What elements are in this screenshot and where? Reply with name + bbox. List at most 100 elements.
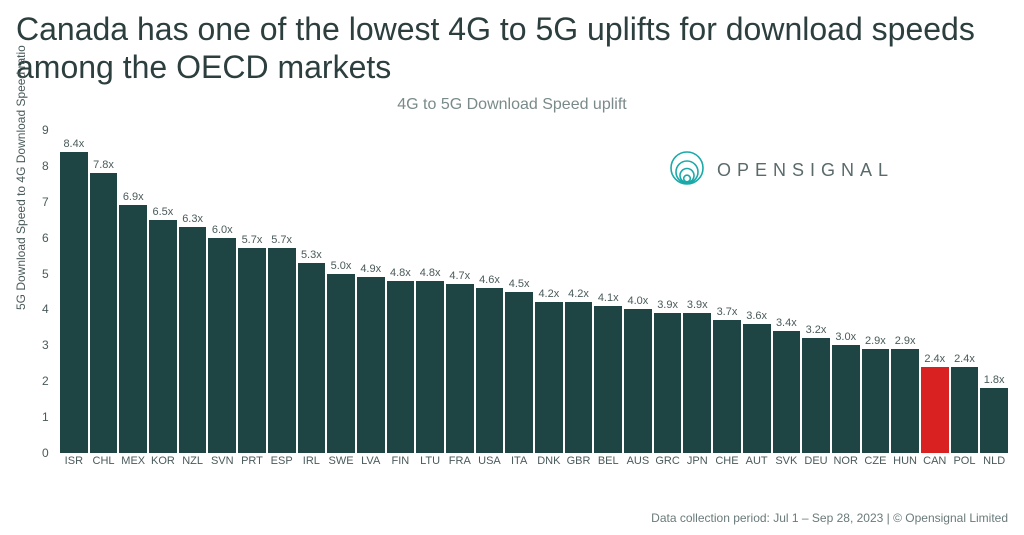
bar-usa: 4.6x	[476, 130, 504, 453]
x-tick-label: KOR	[149, 455, 177, 475]
bar	[268, 248, 296, 453]
bar-value-label: 3.9x	[687, 299, 708, 311]
x-tick-label: NLD	[980, 455, 1008, 475]
bar	[951, 367, 979, 453]
bar-value-label: 8.4x	[63, 138, 84, 150]
bar-svn: 6.0x	[208, 130, 236, 453]
x-tick-label: USA	[476, 455, 504, 475]
bar	[683, 313, 711, 453]
bar	[476, 288, 504, 453]
bar	[832, 345, 860, 453]
x-tick-label: DEU	[802, 455, 830, 475]
bar-value-label: 1.8x	[984, 374, 1005, 386]
bar	[891, 349, 919, 453]
bar-value-label: 6.5x	[153, 206, 174, 218]
bar-value-label: 3.0x	[835, 331, 856, 343]
x-tick-label: DNK	[535, 455, 563, 475]
y-tick: 6	[42, 231, 49, 245]
bar	[119, 205, 147, 453]
bar-value-label: 6.3x	[182, 213, 203, 225]
y-axis-label: 5G Download Speed to 4G Download Speed r…	[14, 45, 28, 310]
x-tick-label: NZL	[179, 455, 207, 475]
x-tick-label: FRA	[446, 455, 474, 475]
x-tick-label: CHL	[90, 455, 118, 475]
bar	[921, 367, 949, 453]
bar	[802, 338, 830, 453]
bar-value-label: 4.0x	[628, 295, 649, 307]
y-tick: 5	[42, 267, 49, 281]
bar-value-label: 3.9x	[657, 299, 678, 311]
bar	[357, 277, 385, 453]
bar-hun: 2.9x	[891, 130, 919, 453]
bar-kor: 6.5x	[149, 130, 177, 453]
bar-deu: 3.2x	[802, 130, 830, 453]
y-tick: 7	[42, 195, 49, 209]
bar	[327, 274, 355, 453]
bar-nld: 1.8x	[980, 130, 1008, 453]
bar	[773, 331, 801, 453]
bar-aus: 4.0x	[624, 130, 652, 453]
bar	[535, 302, 563, 453]
bar-chl: 7.8x	[90, 130, 118, 453]
x-tick-label: PRT	[238, 455, 266, 475]
bar	[208, 238, 236, 453]
x-tick-label: LTU	[416, 455, 444, 475]
bar-irl: 5.3x	[298, 130, 326, 453]
bar	[446, 284, 474, 453]
x-tick-label: AUS	[624, 455, 652, 475]
x-tick-label: POL	[951, 455, 979, 475]
x-tick-label: GRC	[654, 455, 682, 475]
bar-esp: 5.7x	[268, 130, 296, 453]
bar-gbr: 4.2x	[565, 130, 593, 453]
bar	[713, 320, 741, 453]
x-tick-label: GBR	[565, 455, 593, 475]
x-tick-label: ESP	[268, 455, 296, 475]
x-tick-label: BEL	[594, 455, 622, 475]
x-tick-label: ISR	[60, 455, 88, 475]
x-tick-label: ITA	[505, 455, 533, 475]
bars-container: 8.4x7.8x6.9x6.5x6.3x6.0x5.7x5.7x5.3x5.0x…	[60, 130, 1008, 453]
bar	[862, 349, 890, 453]
x-tick-label: MEX	[119, 455, 147, 475]
bar	[743, 324, 771, 453]
y-tick: 4	[42, 302, 49, 316]
bar-fra: 4.7x	[446, 130, 474, 453]
bar-value-label: 6.0x	[212, 224, 233, 236]
bar-value-label: 4.8x	[390, 267, 411, 279]
bar-fin: 4.8x	[387, 130, 415, 453]
x-tick-label: IRL	[298, 455, 326, 475]
x-tick-label: HUN	[891, 455, 919, 475]
x-tick-label: CAN	[921, 455, 949, 475]
bar	[565, 302, 593, 453]
y-tick: 9	[42, 123, 49, 137]
bar-ita: 4.5x	[505, 130, 533, 453]
bar-bel: 4.1x	[594, 130, 622, 453]
x-tick-label: AUT	[743, 455, 771, 475]
bar-value-label: 5.3x	[301, 249, 322, 261]
bar-value-label: 4.9x	[360, 263, 381, 275]
bar-isr: 8.4x	[60, 130, 88, 453]
x-tick-label: CZE	[862, 455, 890, 475]
bar-lva: 4.9x	[357, 130, 385, 453]
y-tick: 0	[42, 446, 49, 460]
x-tick-label: SVN	[208, 455, 236, 475]
bar-value-label: 3.7x	[717, 306, 738, 318]
bar	[416, 281, 444, 453]
chart-footer: Data collection period: Jul 1 – Sep 28, …	[651, 511, 1008, 525]
bar	[298, 263, 326, 453]
chart-title: Canada has one of the lowest 4G to 5G up…	[16, 10, 1008, 87]
bar-value-label: 4.2x	[568, 288, 589, 300]
bar-value-label: 4.1x	[598, 292, 619, 304]
bar-value-label: 4.5x	[509, 278, 530, 290]
x-tick-label: JPN	[683, 455, 711, 475]
bar-che: 3.7x	[713, 130, 741, 453]
y-tick: 8	[42, 159, 49, 173]
bar-grc: 3.9x	[654, 130, 682, 453]
bar-nor: 3.0x	[832, 130, 860, 453]
bar	[624, 309, 652, 453]
bar	[387, 281, 415, 453]
bar	[90, 173, 118, 453]
bar	[149, 220, 177, 453]
bar-value-label: 4.8x	[420, 267, 441, 279]
bar-nzl: 6.3x	[179, 130, 207, 453]
